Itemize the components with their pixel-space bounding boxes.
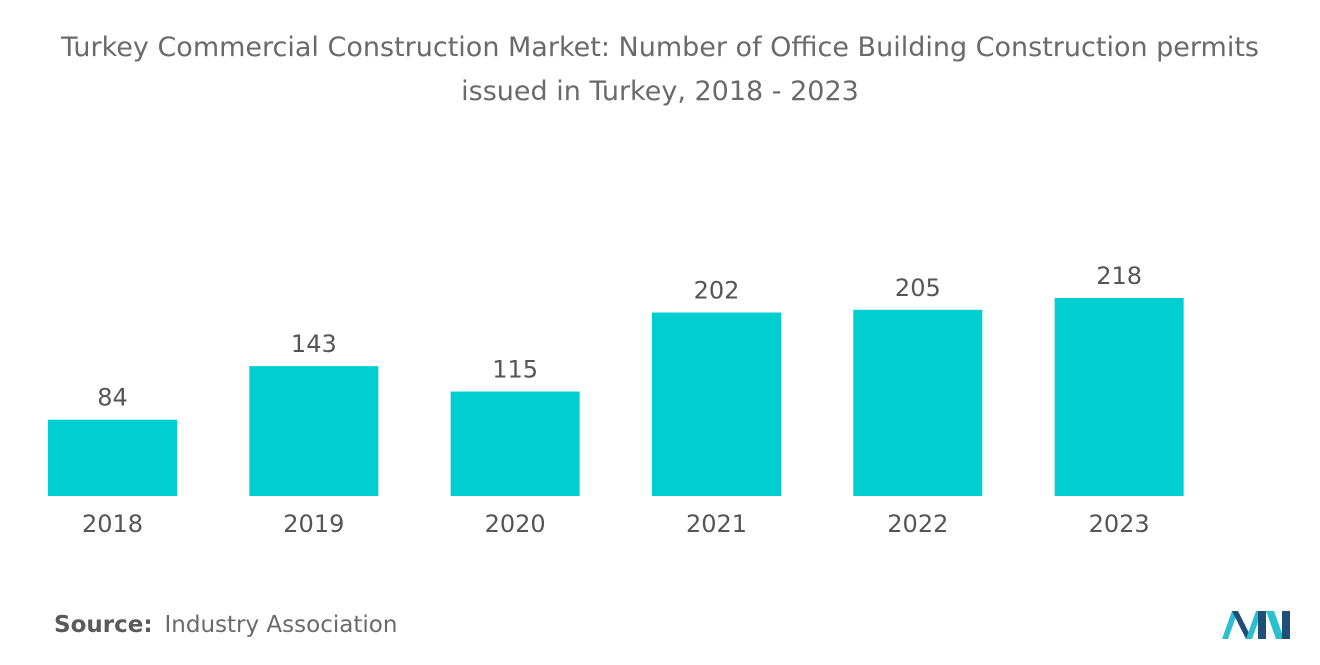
bar-2018 (48, 419, 177, 496)
data-label-2020: 115 (492, 356, 538, 384)
data-label-2022: 205 (895, 274, 941, 302)
chart-title-line-1: Turkey Commercial Construction Market: N… (61, 32, 1259, 63)
x-tick-label-2019: 2019 (283, 510, 344, 538)
x-tick-label-2021: 2021 (686, 510, 747, 538)
bar-2020 (450, 391, 580, 496)
chart-title: Turkey Commercial Construction Market: N… (0, 26, 1320, 114)
bar-2021 (652, 312, 781, 496)
bar-2023 (1054, 298, 1184, 496)
chart-title-line-2: issued in Turkey, 2018 - 2023 (461, 76, 859, 107)
x-tick-label-2022: 2022 (887, 510, 948, 538)
data-label-2021: 202 (694, 277, 740, 305)
source-value: Industry Association (164, 612, 398, 638)
mordor-intelligence-logo-icon (1222, 611, 1290, 639)
source-note: Source: Industry Association (54, 612, 397, 638)
x-tick-label-2018: 2018 (82, 510, 143, 538)
x-tick-label-2020: 2020 (485, 510, 546, 538)
data-label-2018: 84 (97, 384, 128, 412)
data-label-2023: 218 (1096, 262, 1142, 290)
bar-2022 (853, 309, 983, 496)
data-label-2019: 143 (291, 330, 337, 358)
x-tick-label-2023: 2023 (1089, 510, 1150, 538)
bar-2019 (249, 366, 379, 496)
source-label: Source: (54, 612, 153, 638)
